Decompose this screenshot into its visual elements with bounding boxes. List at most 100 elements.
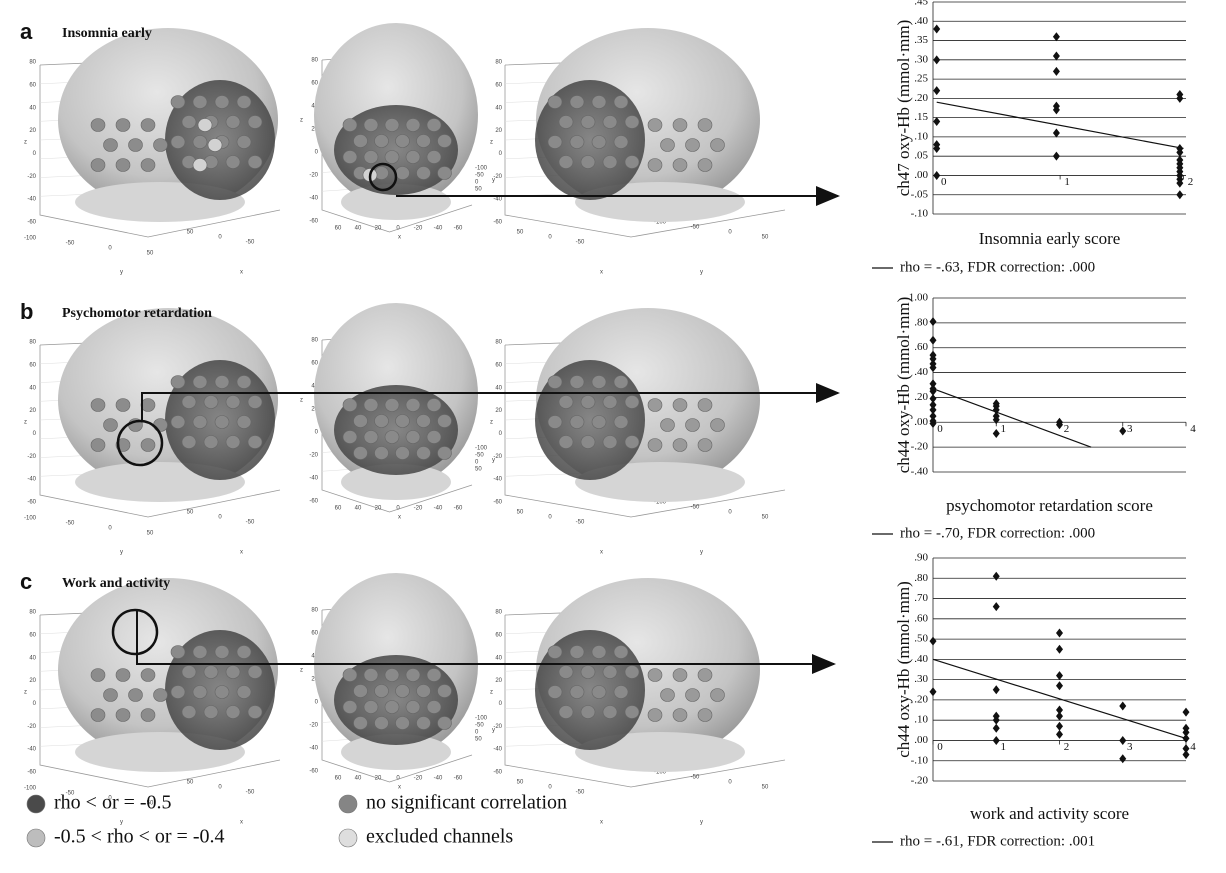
brain-tick-label: 40 (495, 385, 502, 391)
brain-tick-label: 40 (495, 655, 502, 661)
brain-tick-label: 50 (517, 230, 524, 236)
channel (591, 685, 607, 699)
data-point (1056, 628, 1063, 638)
channel (580, 435, 596, 449)
channel (647, 398, 663, 412)
y-tick-label: 1.00 (909, 292, 929, 304)
brain-tick-label: -60 (309, 499, 318, 505)
channel (153, 418, 168, 432)
data-point (992, 571, 1000, 581)
brain-tick-label: -20 (309, 173, 318, 179)
brain-tick-label: 60 (495, 82, 502, 88)
scatter-chart: -.20 -.10 .00 .10 .20 .30 .40 .50 .60 .70 .80 .90 0 1… (872, 552, 1196, 849)
x-axis-label: Insomnia early score (979, 229, 1121, 248)
channel (363, 398, 379, 412)
brain-row: 806040200-20-40-60z-100-50050y500-50x806… (24, 23, 786, 276)
fit-caption: rho = -.70, FDR correction: .000 (900, 525, 1095, 541)
data-point (929, 405, 937, 415)
brain-row: 806040200-20-40-60z-100-50050y500-50x806… (24, 303, 786, 556)
channel (437, 134, 452, 148)
y-tick-label: .00 (914, 416, 928, 428)
brain-tick-label: -60 (493, 770, 502, 776)
brain-tick-label: -60 (27, 500, 36, 506)
channel (192, 415, 208, 429)
brain-tick-label: 80 (495, 610, 502, 616)
brain-row: 806040200-20-40-60z-100-50050y500-50x806… (24, 573, 786, 826)
channel (591, 375, 607, 389)
brain-axis-label: z (24, 420, 27, 426)
brain-axis-label: x (600, 270, 603, 276)
legend-label: rho < or = -0.5 (54, 792, 172, 814)
channel (395, 134, 410, 148)
panel-letter: b (20, 299, 33, 324)
brain-tick-label: 40 (495, 105, 502, 111)
data-point (992, 715, 1000, 725)
brain-tick-label: 50 (517, 510, 524, 516)
highlight-ring (368, 162, 398, 192)
brain-tick-label: -40 (309, 746, 318, 752)
brain-tick-label: 0 (108, 796, 112, 802)
brain-tick-label: -40 (434, 226, 443, 232)
charts: -.10 -.05 .00 .05 .10 .15 .20 .25 .30 .35 .40 .45 0 1… (872, 0, 1196, 849)
channel (685, 418, 700, 432)
x-tick-label: 2 (1064, 423, 1070, 435)
channel (90, 708, 106, 722)
brain-axis-label: y (120, 820, 123, 826)
channel (558, 115, 574, 129)
x-tick-label: 1 (1064, 176, 1070, 188)
data-point (1182, 733, 1190, 743)
brain-axis-label: x (240, 820, 243, 826)
brain-tick-label: 40 (29, 385, 36, 391)
channel (437, 414, 452, 428)
brain-tick-label: 60 (311, 631, 318, 637)
data-point (992, 685, 1000, 695)
channel (426, 430, 442, 444)
channel (214, 415, 230, 429)
brain-tick-label: -60 (493, 220, 502, 226)
y-tick-label: .25 (914, 73, 928, 85)
brain-axis-label: y (492, 728, 495, 734)
brain-axis-label: z (490, 420, 493, 426)
brain-tick-label: -40 (434, 776, 443, 782)
data-point (992, 415, 1000, 425)
brain-tick-label: 50 (762, 785, 769, 791)
brain-tick-label: 50 (147, 531, 154, 537)
brain-tick-label: -40 (493, 197, 502, 203)
data-point (992, 602, 1000, 612)
channel (547, 685, 563, 699)
channel (353, 134, 368, 148)
channel (115, 708, 131, 722)
channel (115, 398, 131, 412)
brain-tick-label: -20 (414, 506, 423, 512)
channel (395, 684, 410, 698)
data-point (1182, 744, 1190, 754)
channel (128, 688, 143, 702)
brain-tick-label: 20 (311, 127, 318, 133)
y-tick-label: -.05 (911, 188, 929, 200)
channel (416, 414, 431, 428)
data-point (929, 335, 937, 345)
channel (624, 155, 640, 169)
brain-tick-label: -60 (454, 506, 463, 512)
data-point (1052, 105, 1060, 115)
channel (384, 150, 400, 164)
brain-tick-label: 0 (499, 151, 503, 157)
channel (647, 438, 663, 452)
brain-tick-label: -20 (27, 454, 36, 460)
brain-tick-label: 20 (311, 407, 318, 413)
data-point (1056, 420, 1063, 430)
channel (624, 395, 640, 409)
channel (192, 135, 208, 149)
channel (192, 375, 208, 389)
channel (569, 375, 585, 389)
channel (374, 134, 389, 148)
channel (225, 155, 241, 169)
data-point (929, 394, 937, 404)
data-point (1052, 151, 1060, 161)
channel (580, 115, 596, 129)
brain-axis-label: z (490, 690, 493, 696)
channel (416, 684, 431, 698)
brain-tick-label: 60 (29, 632, 36, 638)
brain-tick-label: 50 (147, 251, 154, 257)
brain-tick-label: -20 (493, 454, 502, 460)
